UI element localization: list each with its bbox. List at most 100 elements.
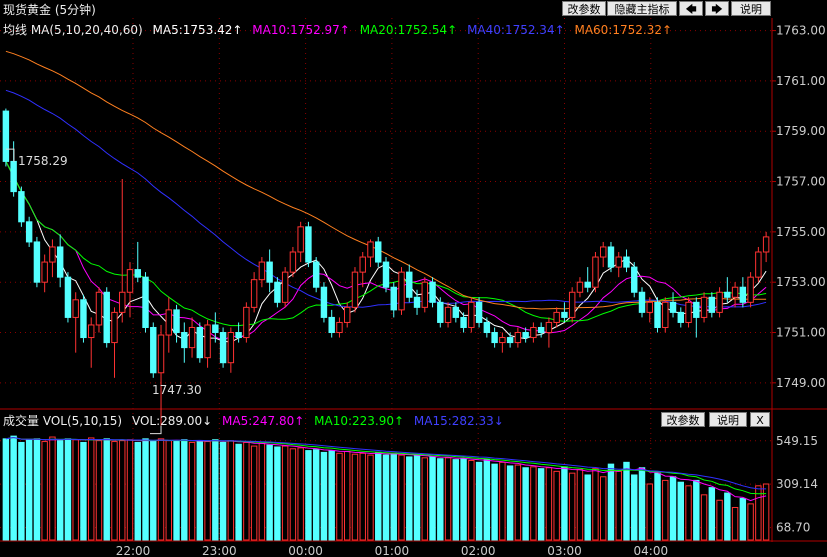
axes: 1763.00 1761.00 1759.00 1757.00 1755.00 1753.… xyxy=(5,24,826,557)
candle-body xyxy=(553,311,560,323)
price-tick-label: 1761.00 xyxy=(776,74,826,88)
volume-tick-label: 309.14 xyxy=(776,477,818,491)
volume-bar xyxy=(219,441,227,541)
arrow-left-icon[interactable]: 🡄 xyxy=(679,1,703,16)
help-button[interactable]: 说明 xyxy=(731,1,771,16)
volume-help-button[interactable]: 说明 xyxy=(709,412,747,427)
volume-bar xyxy=(576,469,584,541)
volume-bar xyxy=(444,457,452,541)
price-tick-label: 1755.00 xyxy=(776,225,826,239)
volume-tick-label: 68.70 xyxy=(776,521,810,535)
volume-bar xyxy=(80,441,87,541)
volume-bar xyxy=(491,463,498,541)
candle-body xyxy=(157,334,165,374)
volume-bar xyxy=(506,465,514,541)
volume-bar xyxy=(599,476,607,541)
volume-bar xyxy=(483,459,491,541)
volume-tick-label: 549.15 xyxy=(776,434,818,448)
volume-ma-lines xyxy=(5,436,767,502)
candle-body xyxy=(685,301,692,323)
volume-bar xyxy=(126,439,134,541)
candle-body xyxy=(693,301,700,318)
candle-body xyxy=(343,306,351,323)
volume-bar xyxy=(724,492,731,541)
price-tick-label: 1753.00 xyxy=(776,275,826,289)
low-price-leader xyxy=(150,425,162,435)
candle-body xyxy=(289,251,297,273)
price-tick-label: 1763.00 xyxy=(776,24,826,38)
ma-legend: 均线 MA(5,10,20,40,60) MA5:1753.42↑ MA10:1… xyxy=(3,21,678,38)
candle-body xyxy=(119,291,126,313)
candle-body xyxy=(243,306,250,339)
volume-bar xyxy=(499,461,506,541)
hide-indicator-button[interactable]: 隐藏主指标 xyxy=(607,1,677,16)
volume-bar xyxy=(545,467,553,541)
time-tick-label: 03:00 xyxy=(547,544,582,557)
candle-body xyxy=(677,311,685,323)
candle-body xyxy=(103,291,110,344)
candle-body xyxy=(305,226,312,263)
candle-body xyxy=(755,251,762,278)
volume-bar xyxy=(429,456,436,541)
volume-bar xyxy=(475,461,483,541)
volume-bar xyxy=(406,456,413,541)
candle-body xyxy=(56,246,64,278)
volume-bar xyxy=(561,466,568,541)
volume-bar xyxy=(72,439,79,541)
candle-body xyxy=(584,281,591,288)
volume-bar xyxy=(320,451,328,541)
candle-body xyxy=(561,311,568,318)
candle-body xyxy=(468,301,475,328)
candle-body xyxy=(724,291,731,298)
candle-body xyxy=(638,291,646,313)
volume-bar xyxy=(10,435,17,541)
candle-body xyxy=(623,256,630,268)
candle-body xyxy=(669,301,677,313)
change-params-button[interactable]: 改参数 xyxy=(562,1,606,16)
volume-bar xyxy=(204,441,211,541)
chart-title: 现货黄金 (5分钟) xyxy=(3,3,96,17)
candle-body xyxy=(258,261,266,281)
candle-body xyxy=(281,271,289,303)
volume-bar xyxy=(739,497,747,541)
candle-body xyxy=(320,286,328,318)
candle-body xyxy=(188,326,196,349)
time-tick-label: 23:00 xyxy=(202,544,237,557)
volume-params-button[interactable]: 改参数 xyxy=(661,412,705,427)
volume-bar xyxy=(584,474,591,541)
volume-bar xyxy=(708,487,716,541)
ma60-value: MA60:1752.32↑ xyxy=(574,23,673,37)
volume-bar xyxy=(227,440,235,541)
volume-bar xyxy=(522,467,529,541)
low-price-label: 1747.30 xyxy=(152,383,202,397)
candle-body xyxy=(390,286,397,311)
arrow-right-icon[interactable]: 🡆 xyxy=(705,1,729,16)
candle-body xyxy=(662,301,669,328)
volume-close-icon[interactable]: X xyxy=(750,412,770,427)
title-bar: 现货黄金 (5分钟) 改参数 隐藏主指标 🡄 🡆 说明 xyxy=(0,0,827,18)
volume-bar xyxy=(212,439,219,541)
candle-body xyxy=(33,241,41,283)
candle-body xyxy=(2,110,10,162)
candle-body xyxy=(716,291,723,313)
candle-body xyxy=(437,301,444,323)
volume-bar xyxy=(700,494,708,541)
candle-body xyxy=(631,266,638,293)
candle-body xyxy=(297,226,304,253)
volume-bar xyxy=(437,458,444,541)
candle-body xyxy=(10,160,17,193)
volume-bar xyxy=(297,447,304,541)
price-tick-label: 1757.00 xyxy=(776,175,826,189)
volume-bar xyxy=(537,468,545,541)
candle-body xyxy=(382,261,390,288)
volume-bar xyxy=(530,466,537,541)
ma-legend-label: 均线 MA(5,10,20,40,60) xyxy=(3,23,143,37)
volume-bar xyxy=(18,441,25,541)
candle-body xyxy=(475,301,483,323)
volume-bar xyxy=(413,454,421,541)
time-tick-label: 01:00 xyxy=(375,544,410,557)
candle-body xyxy=(375,241,382,263)
volume-bar xyxy=(631,474,638,541)
candle-body xyxy=(126,269,134,293)
